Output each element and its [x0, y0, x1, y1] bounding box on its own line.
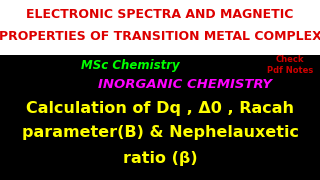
Bar [0, 55, 320, 59]
Text: Calculation of Dq , Δ0 , Racah: Calculation of Dq , Δ0 , Racah [26, 100, 294, 116]
Bar [0, 0, 320, 55]
Text: ratio (β): ratio (β) [123, 150, 197, 165]
Text: ELECTRONIC SPECTRA AND MAGNETIC: ELECTRONIC SPECTRA AND MAGNETIC [26, 8, 294, 21]
Text: PROPERTIES OF TRANSITION METAL COMPLEX: PROPERTIES OF TRANSITION METAL COMPLEX [0, 30, 320, 42]
Text: INORGANIC CHEMISTRY: INORGANIC CHEMISTRY [98, 78, 272, 91]
Text: Check
Pdf Notes: Check Pdf Notes [267, 55, 313, 75]
Text: parameter(B) & Nephelauxetic: parameter(B) & Nephelauxetic [21, 125, 299, 141]
Text: MSc Chemistry: MSc Chemistry [81, 58, 179, 71]
